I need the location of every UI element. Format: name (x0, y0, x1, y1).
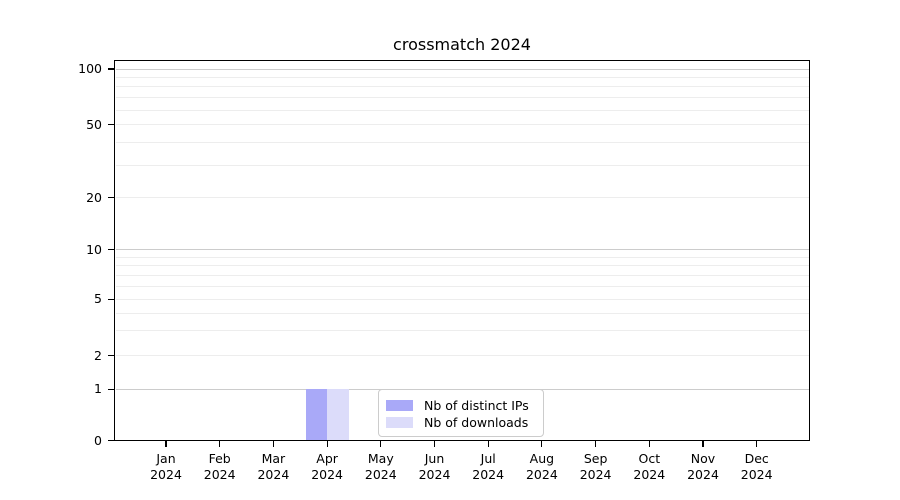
legend-label: Nb of distinct IPs (424, 398, 529, 413)
x-tick-label-mar: Mar 2024 (257, 451, 290, 483)
y-tick-mark-5 (108, 298, 114, 300)
gridline-y-70 (115, 97, 809, 99)
bar-nb-of-distinct-ips-apr (305, 389, 328, 440)
gridline-y-6 (115, 285, 809, 287)
gridline-y-100 (115, 68, 809, 70)
gridline-y-40 (115, 141, 809, 143)
gridline-y-5 (115, 298, 809, 300)
x-tick-label-may: May 2024 (364, 451, 397, 483)
legend-swatch-icon (386, 417, 413, 428)
y-tick-mark-1 (108, 388, 114, 390)
x-tick-mark-mar (272, 440, 274, 447)
x-tick-mark-jul (487, 440, 489, 447)
x-tick-mark-apr (326, 440, 328, 447)
x-tick-mark-aug (541, 440, 543, 447)
x-tick-mark-oct (648, 440, 650, 447)
y-tick-mark-100 (108, 68, 114, 70)
x-tick-mark-feb (219, 440, 221, 447)
gridline-y-60 (115, 109, 809, 111)
gridline-y-90 (115, 76, 809, 78)
plot-frame (114, 59, 810, 441)
legend-label: Nb of downloads (424, 415, 529, 430)
x-tick-label-nov: Nov 2024 (687, 451, 719, 483)
y-tick-label-5: 5 (94, 291, 102, 307)
x-tick-label-sep: Sep 2024 (579, 451, 612, 483)
x-tick-label-feb: Feb 2024 (203, 451, 236, 483)
gridline-y-80 (115, 86, 809, 88)
x-tick-mark-jan (165, 440, 167, 447)
x-tick-mark-jun (433, 440, 436, 447)
gridline-y-50 (115, 124, 809, 126)
gridline-y-20 (115, 197, 809, 199)
x-tick-label-jan: Jan 2024 (150, 451, 182, 483)
y-tick-label-0: 0 (94, 432, 102, 448)
bar-nb-of-downloads-apr (327, 389, 349, 440)
y-tick-label-10: 10 (86, 241, 102, 257)
x-tick-mark-nov (702, 440, 704, 447)
y-tick-mark-20 (108, 197, 114, 199)
gridline-y-4 (115, 312, 809, 314)
x-tick-mark-may (380, 440, 382, 447)
gridline-y-9 (115, 256, 809, 258)
gridline-y-8 (115, 265, 809, 267)
x-tick-label-apr: Apr 2024 (311, 451, 343, 483)
legend: Nb of distinct IPs Nb of downloads (378, 389, 544, 437)
legend-entry: Nb of downloads (386, 414, 535, 431)
legend-entry: Nb of distinct IPs (386, 397, 535, 414)
x-tick-label-jun: Jun 2024 (418, 451, 451, 483)
gridline-y-3 (115, 330, 809, 332)
y-tick-label-100: 100 (78, 61, 102, 76)
x-tick-mark-dec (756, 440, 758, 447)
gridline-y-7 (115, 274, 809, 276)
y-tick-mark-10 (108, 248, 114, 251)
y-tick-label-20: 20 (86, 189, 102, 205)
legend-swatch-icon (386, 400, 413, 411)
y-tick-label-1: 1 (94, 381, 102, 397)
y-tick-mark-0 (108, 439, 114, 442)
x-tick-mark-sep (595, 440, 597, 447)
gridline-y-30 (115, 164, 809, 166)
x-tick-label-aug: Aug 2024 (525, 451, 558, 483)
y-tick-mark-2 (108, 355, 114, 357)
chart-title: crossmatch 2024 (393, 35, 531, 54)
x-tick-label-jul: Jul 2024 (472, 451, 505, 483)
x-tick-label-oct: Oct 2024 (633, 451, 666, 483)
x-tick-label-dec: Dec 2024 (740, 451, 773, 483)
y-tick-label-50: 50 (86, 116, 102, 132)
y-tick-mark-50 (108, 124, 114, 126)
gridline-y-10 (115, 249, 809, 250)
gridline-y-2 (115, 355, 809, 357)
y-tick-label-2: 2 (94, 347, 102, 363)
